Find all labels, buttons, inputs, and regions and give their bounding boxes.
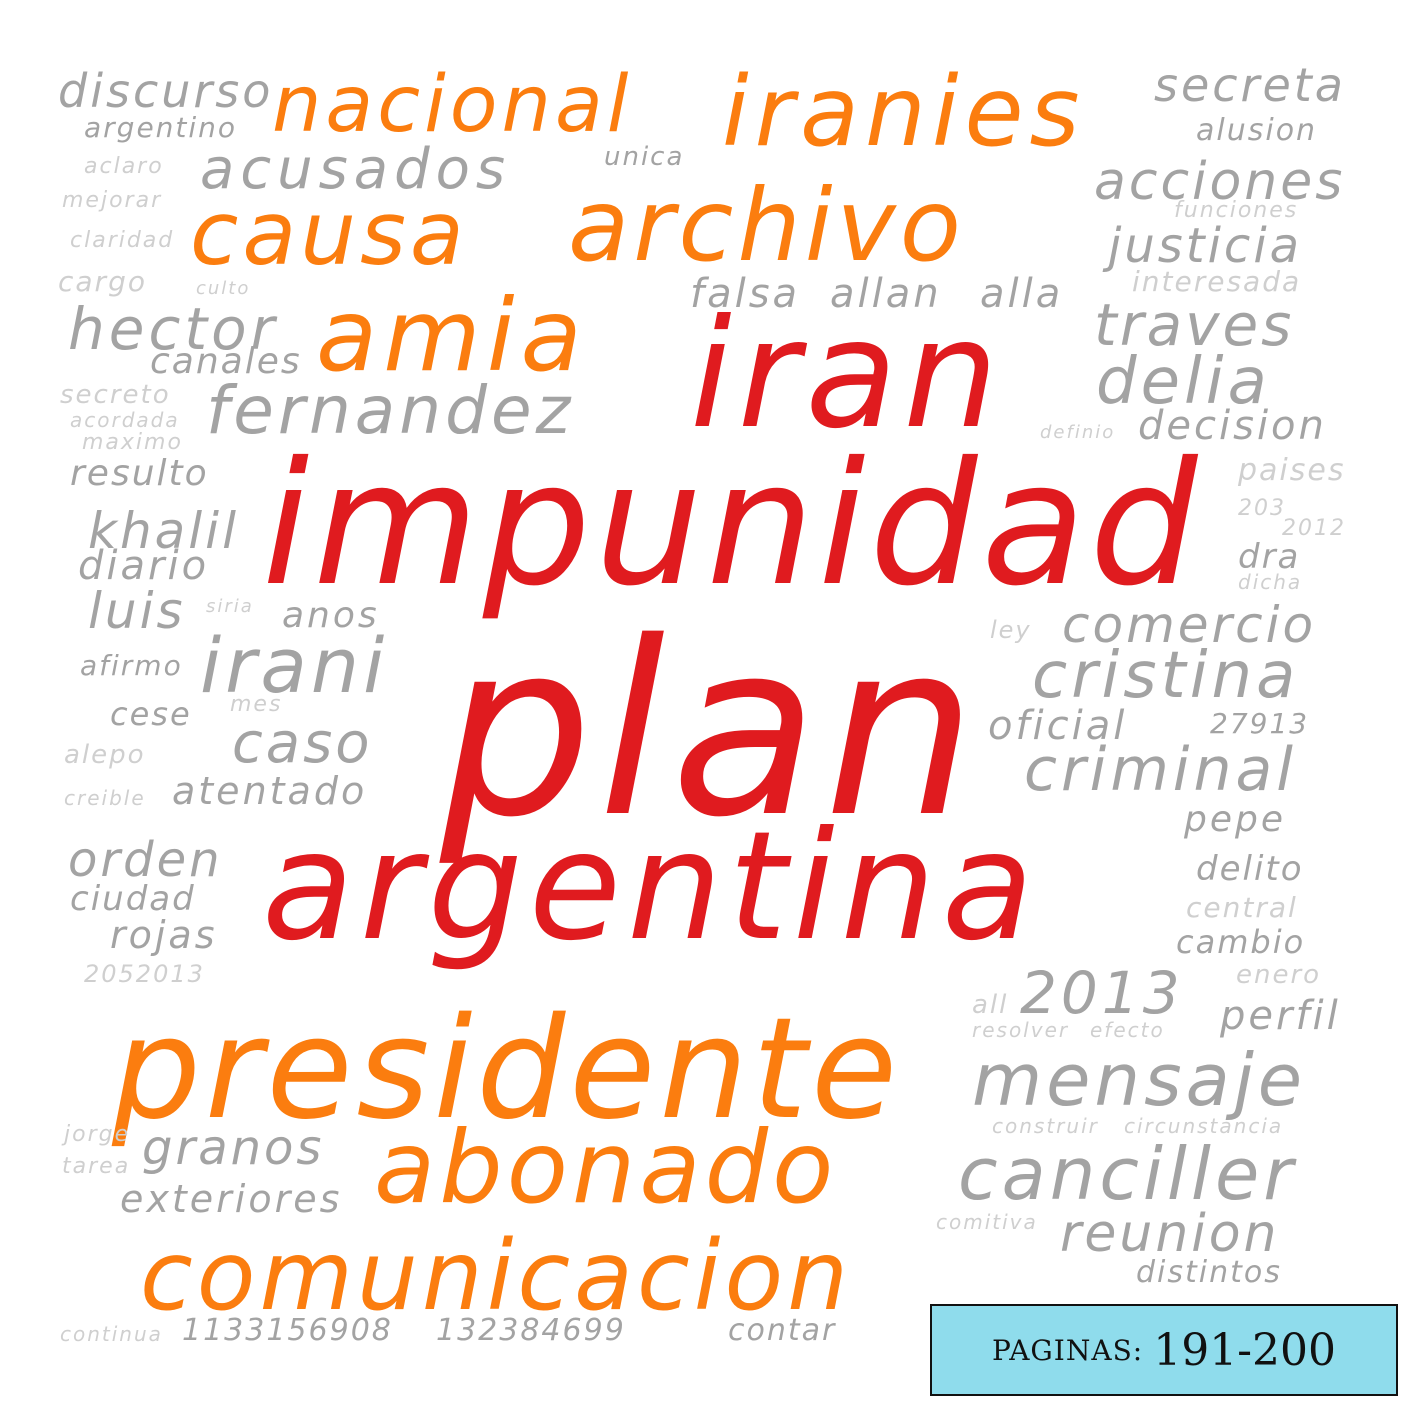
word-2052013: 2052013: [84, 960, 205, 988]
page-range-value: 191-200: [1153, 1324, 1337, 1376]
word-diario: diario: [78, 543, 210, 589]
word-secreta: secreta: [1154, 58, 1346, 112]
word-cristina: cristina: [1032, 639, 1300, 713]
word-argentina: argentina: [262, 800, 1040, 974]
word-central: central: [1186, 891, 1298, 924]
word-132384699: 132384699: [436, 1313, 626, 1348]
word-cese: cese: [110, 695, 192, 733]
word-acciones: acciones: [1094, 152, 1346, 212]
word-unica: unica: [604, 142, 685, 172]
word-archivo: archivo: [568, 167, 965, 284]
word-continua: continua: [60, 1322, 163, 1346]
word-criminal: criminal: [1024, 735, 1297, 805]
word-comercio: comercio: [1062, 596, 1317, 654]
word-claridad: claridad: [70, 228, 175, 253]
word-2012: 2012: [1282, 516, 1346, 541]
word-2013: 2013: [1020, 959, 1184, 1027]
word-canciller: canciller: [958, 1132, 1297, 1216]
word-mes: mes: [230, 692, 283, 717]
word-27913: 27913: [1210, 707, 1310, 740]
word-delia: delia: [1096, 345, 1271, 419]
word-funciones: funciones: [1174, 198, 1299, 223]
word-aclaro: aclaro: [84, 154, 164, 179]
word-impunidad: impunidad: [262, 426, 1202, 624]
word-iran: iran: [690, 288, 1005, 462]
word-reunion: reunion: [1060, 1204, 1280, 1264]
page-range-label: PAGINAS:: [991, 1333, 1144, 1367]
word-plan: plan: [440, 590, 983, 870]
word-irani: irani: [200, 621, 389, 710]
word-alla: alla: [980, 271, 1064, 317]
word-maximo: maximo: [82, 430, 183, 455]
word-alusion: alusion: [1196, 113, 1318, 148]
word-circunstancia: circunstancia: [1124, 1114, 1284, 1138]
word-ciudad: ciudad: [70, 879, 196, 919]
word-justicia: justicia: [1108, 218, 1303, 274]
word-resolver: resolver: [972, 1018, 1070, 1042]
word-hector: hector: [68, 295, 279, 363]
word-granos: granos: [142, 1120, 325, 1176]
word-presidente: presidente: [112, 988, 902, 1151]
word-acusados: acusados: [200, 137, 512, 202]
word-dra: dra: [1238, 537, 1301, 577]
word-nacional: nacional: [272, 60, 633, 150]
word-contar: contar: [728, 1313, 837, 1348]
word-iranies: iranies: [722, 56, 1086, 168]
word-afirmo: afirmo: [80, 649, 183, 682]
word-khalil: khalil: [88, 502, 239, 560]
word-cargo: cargo: [58, 265, 147, 298]
word-mensaje: mensaje: [972, 1038, 1306, 1122]
word-delito: delito: [1196, 849, 1304, 889]
word-comunicacion: comunicacion: [140, 1220, 853, 1332]
word-exteriores: exteriores: [120, 1177, 343, 1221]
word-perfil: perfil: [1220, 993, 1341, 1039]
word-decision: decision: [1138, 403, 1327, 449]
word-siria: siria: [206, 596, 254, 617]
word-construir: construir: [992, 1114, 1099, 1138]
word-canales: canales: [150, 341, 302, 382]
word-oficial: oficial: [988, 703, 1128, 749]
word-creible: creible: [64, 786, 146, 810]
word-discurso: discurso: [58, 64, 274, 118]
word-orden: orden: [68, 832, 223, 888]
word-dicha: dicha: [1238, 570, 1303, 594]
word-tarea: tarea: [62, 1154, 131, 1179]
page-range-badge: PAGINAS: 191-200: [930, 1304, 1398, 1396]
word-jorge: jorge: [64, 1122, 131, 1147]
word-abonado: abonado: [374, 1109, 838, 1226]
word-interesada: interesada: [1132, 265, 1302, 298]
word-cambio: cambio: [1176, 923, 1306, 961]
word-203: 203: [1238, 496, 1286, 521]
word-argentino: argentino: [84, 111, 238, 144]
word-ley: ley: [990, 616, 1032, 644]
word-falsa: falsa: [690, 271, 801, 317]
word-culto: culto: [196, 278, 251, 299]
word-amia: amia: [316, 277, 588, 394]
word-efecto: efecto: [1090, 1018, 1165, 1042]
word-paises: paises: [1238, 453, 1346, 488]
word-fernandez: fernandez: [206, 372, 575, 449]
word-causa: causa: [190, 182, 468, 285]
word-traves: traves: [1094, 291, 1295, 359]
word-all: all: [972, 990, 1009, 1020]
word-distintos: distintos: [1136, 1255, 1282, 1290]
word-rojas: rojas: [110, 913, 218, 957]
word-comitiva: comitiva: [936, 1210, 1038, 1234]
word-definio: definio: [1040, 422, 1116, 443]
word-luis: luis: [88, 582, 186, 640]
word-alepo: alepo: [64, 740, 146, 770]
word-secreto: secreto: [60, 380, 171, 410]
word-atentado: atentado: [172, 769, 368, 813]
word-pepe: pepe: [1184, 799, 1286, 840]
word-enero: enero: [1236, 960, 1322, 990]
word-anos: anos: [282, 595, 380, 636]
word-1133156908: 1133156908: [182, 1313, 393, 1348]
word-resulto: resulto: [70, 453, 209, 494]
word-caso: caso: [232, 711, 373, 776]
word-mejorar: mejorar: [62, 188, 163, 213]
word-allan: allan: [830, 271, 942, 317]
word-acordada: acordada: [70, 408, 180, 432]
